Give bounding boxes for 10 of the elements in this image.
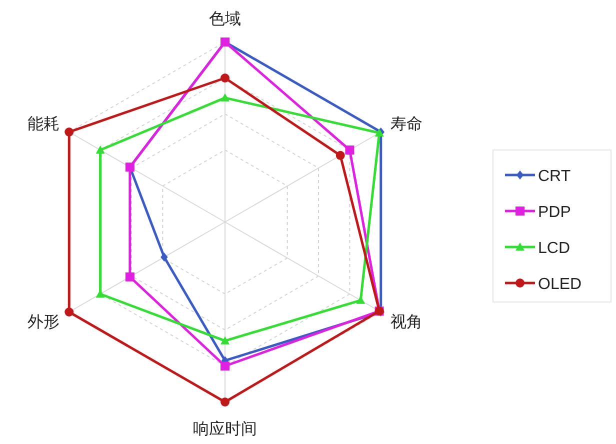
spoke-label: 外形 bbox=[28, 314, 60, 331]
legend-label: OLED bbox=[538, 276, 582, 293]
spoke-label: 视角 bbox=[390, 313, 422, 331]
spoke-label: 能耗 bbox=[28, 115, 60, 133]
legend-label: LCD bbox=[538, 240, 570, 257]
legend-label: PDP bbox=[538, 204, 571, 221]
spoke-label: 色域 bbox=[209, 10, 241, 28]
legend-label: CRT bbox=[538, 168, 571, 185]
spoke-label: 寿命 bbox=[390, 116, 422, 133]
spoke-label: 响应时间 bbox=[193, 420, 257, 438]
